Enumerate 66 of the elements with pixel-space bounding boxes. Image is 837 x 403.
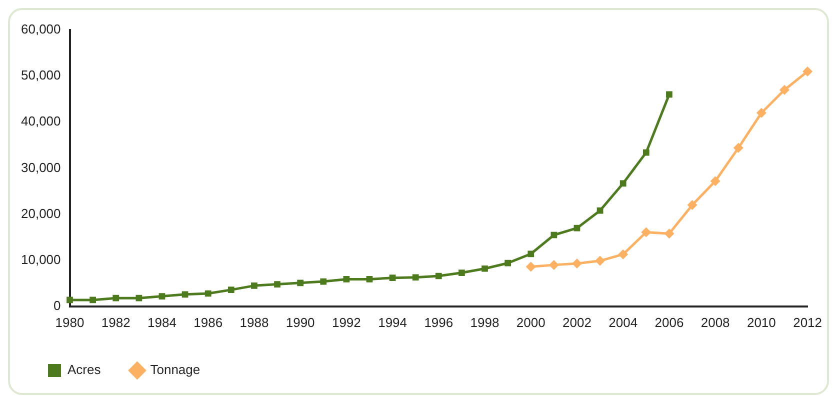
- point: [90, 296, 96, 304]
- point: [136, 294, 142, 302]
- x-tick-label: 2012: [793, 314, 822, 330]
- legend-label: Acres: [68, 362, 102, 378]
- x-tick-label: 1988: [240, 314, 269, 330]
- point: [666, 91, 672, 98]
- point: [412, 274, 419, 281]
- x-tick-label: 1986: [194, 314, 223, 330]
- point: [158, 293, 166, 300]
- x-tick-label: 2008: [700, 314, 730, 330]
- x-tick-label: 1992: [332, 314, 361, 330]
- point: [618, 249, 628, 260]
- x-tick-label: 1984: [148, 314, 176, 330]
- x-tick-label: 2000: [516, 314, 546, 330]
- point: [297, 280, 304, 286]
- point: [641, 227, 652, 238]
- point: [343, 276, 350, 282]
- point: [251, 282, 258, 289]
- y-tick-label: 40,000: [20, 114, 61, 129]
- legend-label: Tonnage: [150, 362, 200, 378]
- point: [504, 260, 511, 266]
- point: [182, 291, 188, 298]
- point: [620, 180, 626, 187]
- point: [642, 149, 650, 156]
- x-tick-label: 1990: [286, 314, 315, 330]
- x-tick-label: 1982: [101, 314, 130, 330]
- point: [528, 250, 534, 258]
- point: [204, 290, 212, 297]
- point: [320, 278, 327, 285]
- point: [756, 108, 766, 118]
- x-tick-label: 2010: [746, 314, 776, 330]
- point: [574, 224, 580, 232]
- point: [733, 142, 744, 153]
- y-tick-label: 50,000: [20, 68, 61, 83]
- point: [389, 274, 396, 282]
- point: [458, 270, 465, 276]
- point: [596, 207, 604, 214]
- x-tick-label: 1980: [55, 314, 84, 330]
- x-tick-label: 2004: [608, 314, 638, 330]
- point: [687, 200, 698, 210]
- point: [550, 232, 558, 238]
- point: [595, 256, 606, 266]
- x-tick-label: 1998: [470, 314, 500, 330]
- y-tick-label: 60,000: [20, 22, 61, 37]
- point: [366, 276, 373, 282]
- y-tick-label: 0: [54, 298, 61, 313]
- point: [482, 265, 488, 272]
- x-tick-label: 2006: [654, 314, 684, 330]
- x-tick-label: 2002: [562, 314, 592, 330]
- x-tick-label: 1994: [378, 314, 407, 330]
- y-tick-label: 10,000: [20, 252, 61, 267]
- point: [802, 66, 813, 76]
- point: [66, 296, 73, 304]
- point: [664, 228, 674, 239]
- point: [435, 272, 442, 280]
- point: [274, 281, 280, 288]
- point: [228, 286, 234, 293]
- x-tick-label: 1996: [424, 314, 454, 330]
- y-tick-label: 30,000: [20, 160, 61, 175]
- point: [112, 294, 120, 302]
- point: [548, 260, 559, 270]
- point: [526, 262, 536, 272]
- point: [710, 176, 720, 186]
- point: [572, 258, 582, 269]
- point: [779, 84, 790, 95]
- y-tick-label: 20,000: [20, 206, 61, 221]
